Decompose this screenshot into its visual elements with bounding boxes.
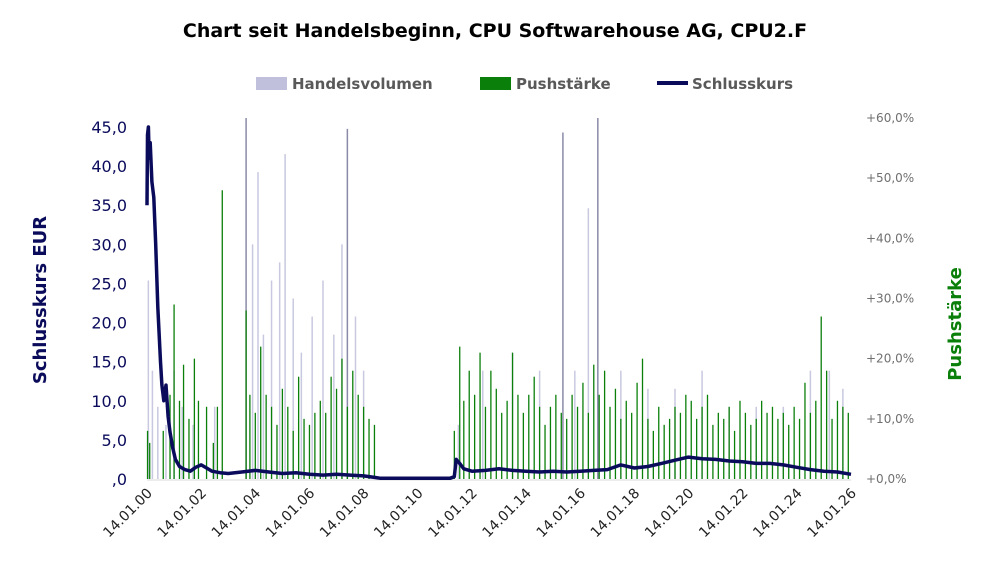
y-tick-label: 25,0 bbox=[91, 274, 127, 293]
x-tick-label: 14.01.02 bbox=[155, 486, 210, 541]
y-tick-label: 10,0 bbox=[91, 392, 127, 411]
x-tick-label: 14.01.18 bbox=[588, 486, 643, 541]
legend-swatch-volume bbox=[256, 77, 287, 90]
legend-label-volume: Handelsvolumen bbox=[292, 75, 433, 93]
y-tick-label: 15,0 bbox=[91, 353, 127, 372]
y2-tick-label: +0,0% bbox=[866, 472, 907, 486]
volume-bars bbox=[147, 118, 844, 479]
x-tick-label: 14.01.16 bbox=[534, 485, 589, 540]
x-tick-label: 14.01.14 bbox=[480, 485, 535, 540]
x-ticks: 14.01.0014.01.0214.01.0414.01.0614.01.08… bbox=[100, 485, 859, 540]
y2-tick-label: +50,0% bbox=[866, 171, 914, 185]
x-tick-label: 14.01.00 bbox=[100, 486, 155, 541]
y2-tick-label: +60,0% bbox=[866, 111, 914, 125]
legend-label-push: Pushstärke bbox=[516, 75, 611, 93]
x-tick-label: 14.01.22 bbox=[696, 486, 751, 541]
y2-tick-label: +10,0% bbox=[866, 412, 914, 426]
y2-tick-label: +20,0% bbox=[866, 352, 914, 366]
y2-tick-label: +30,0% bbox=[866, 292, 914, 306]
y-tick-label: 20,0 bbox=[91, 314, 127, 333]
y-tick-label: 5,0 bbox=[102, 431, 127, 450]
x-tick-label: 14.01.04 bbox=[209, 485, 264, 540]
legend-label-close: Schlusskurs bbox=[692, 75, 793, 93]
y2-axis-label: Pushstärke bbox=[945, 267, 966, 381]
x-tick-label: 14.01.06 bbox=[263, 485, 318, 540]
y-tick-label: 40,0 bbox=[91, 157, 127, 176]
y-tick-label: ,0 bbox=[112, 470, 127, 489]
close-line bbox=[145, 125, 852, 480]
x-tick-label: 14.01.26 bbox=[804, 485, 859, 540]
push-bars bbox=[146, 190, 849, 479]
y-axis-label: Schlusskurs EUR bbox=[30, 216, 51, 384]
chart-title: Chart seit Handelsbeginn, CPU Softwareho… bbox=[183, 20, 807, 42]
close-price-series bbox=[145, 125, 852, 480]
right-ticks: +0,0% +10,0% +20,0% +30,0% +40,0% +50,0% +60,0… bbox=[866, 111, 914, 486]
x-tick-label: 14.01.10 bbox=[371, 486, 426, 541]
y-tick-label: 35,0 bbox=[91, 196, 127, 215]
y-tick-label: 45,0 bbox=[91, 118, 127, 137]
x-tick-label: 14.01.08 bbox=[317, 486, 372, 541]
x-tick-label: 14.01.12 bbox=[425, 486, 480, 541]
y-tick-label: 30,0 bbox=[91, 235, 127, 254]
x-tick-label: 14.01.20 bbox=[642, 486, 697, 541]
legend-swatch-push bbox=[480, 77, 511, 90]
y2-tick-label: +40,0% bbox=[866, 231, 914, 245]
x-tick-label: 14.01.24 bbox=[750, 485, 805, 540]
legend: Handelsvolumen Pushstärke Schlusskurs bbox=[256, 75, 793, 93]
left-ticks: ,0 5,0 10,0 15,0 20,0 25,0 30,0 35,0 40,0 45,0 bbox=[91, 118, 127, 489]
